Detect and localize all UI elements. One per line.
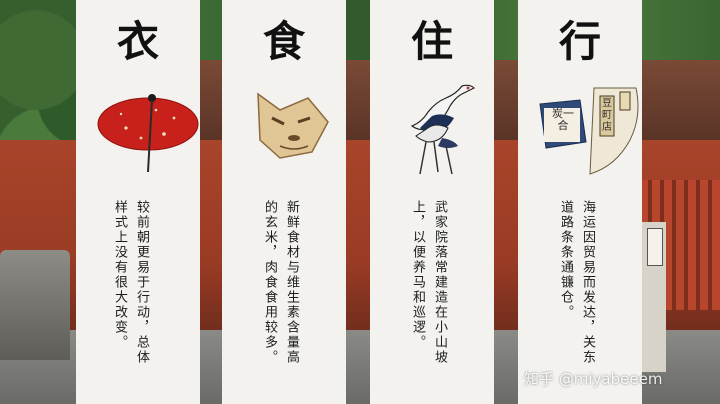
post-placard [647, 228, 663, 266]
shop-sign-right: 豆 町 店 [601, 98, 613, 134]
sign-char: 一 [563, 107, 574, 120]
watermark: 知乎 @miyabeeem [524, 370, 663, 388]
sign-char: 店 [602, 122, 612, 133]
shop-signs-icon: 炭一 合 豆 町 店 [538, 86, 642, 178]
panel-title-food: 食 [262, 17, 305, 66]
fox-mask-icon [257, 92, 329, 159]
sign-char: 町 [602, 110, 612, 121]
description-line: 上，以便养马和巡逻。 [410, 200, 425, 350]
panel-title-clothing: 衣 [116, 17, 159, 66]
description-line: 武家院落常建造在小山坡 [432, 200, 447, 365]
panel-clothing: 衣 较前朝更易于行动，总体 样式上没有很大改变。 [76, 0, 200, 404]
stone-lantern [0, 250, 70, 360]
sign-char: 炭 [552, 107, 563, 120]
description-line: 新鲜食材与维生素含量高 [284, 200, 299, 365]
description-clothing: 较前朝更易于行动，总体 样式上没有很大改变。 [108, 200, 152, 365]
panel-title-dwelling: 住 [410, 17, 453, 66]
description-food: 新鲜食材与维生素含量高 的玄米，肉食食用较多。 [258, 200, 302, 365]
shop-sign-left: 炭一 合 [548, 108, 578, 132]
panel-food: 食 新鲜食材与维生素含量高 的玄米，肉食食用较多。 [222, 0, 346, 404]
panel-travel: 行 炭一 合 豆 町 店 海运因贸易而发达，关东 道路条条通镰仓。 [518, 0, 642, 404]
panel-title-travel: 行 [558, 17, 601, 66]
shop-signs-art [539, 87, 639, 175]
red-umbrella-icon [97, 94, 199, 173]
cranes-icon [410, 84, 476, 175]
sign-char: 豆 [602, 98, 612, 109]
description-line: 海运因贸易而发达，关东 [580, 200, 595, 365]
description-line: 道路条条通镰仓。 [558, 200, 573, 320]
description-dwelling: 武家院落常建造在小山坡 上，以便养马和巡逻。 [406, 200, 450, 365]
description-travel: 海运因贸易而发达，关东 道路条条通镰仓。 [554, 200, 598, 365]
description-line: 较前朝更易于行动，总体 [134, 200, 149, 365]
description-line: 的玄米，肉食食用较多。 [262, 200, 277, 365]
sign-char: 合 [557, 119, 569, 132]
description-line: 样式上没有很大改变。 [112, 200, 127, 350]
panel-dwelling: 住 武家院落常建造在小山坡 上，以便养马和巡逻。 [370, 0, 494, 404]
